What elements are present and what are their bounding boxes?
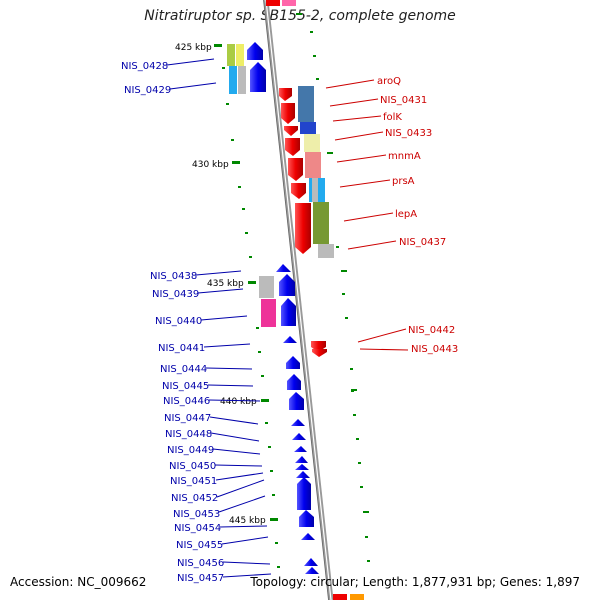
kbp-label: 445 kbp — [229, 516, 266, 526]
gene-label: NIS_0452 — [171, 493, 218, 504]
gene-label: lepA — [395, 209, 417, 220]
gene-label: NIS_0451 — [170, 476, 217, 487]
kbp-label: 425 kbp — [175, 43, 212, 53]
cog-blocks-top — [227, 44, 246, 94]
forward-genes-top — [247, 42, 266, 92]
gene-label: NIS_0449 — [167, 445, 214, 456]
gene-label: prsA — [392, 176, 415, 187]
gene-label: folK — [383, 112, 402, 123]
genome-summary: Topology: circular; Length: 1,877,931 bp… — [250, 575, 580, 589]
gene-label: NIS_0440 — [155, 316, 202, 327]
accession-label: Accession: NC_009662 — [10, 575, 146, 589]
gene-label: NIS_0455 — [176, 540, 223, 551]
gene-label: NIS_0444 — [160, 364, 207, 375]
gene-label: NIS_0446 — [163, 396, 210, 407]
genome-map: 425 kbp 430 kbp 435 kbp 440 kbp 445 kbp — [0, 0, 600, 600]
left-gene-labels: NIS_0428 NIS_0429 NIS_0438 NIS_0439 NIS_… — [121, 61, 224, 584]
gene-label: NIS_0447 — [164, 413, 211, 424]
top-partial-features — [266, 0, 296, 6]
right-gene-labels: aroQ NIS_0431 folK NIS_0433 mnmA prsA le… — [377, 76, 458, 355]
gene-label: NIS_0448 — [165, 429, 212, 440]
gene-label: NIS_0441 — [158, 343, 205, 354]
kbp-label: 440 kbp — [220, 397, 257, 407]
gene-label: NIS_0428 — [121, 61, 168, 72]
gene-label: NIS_0433 — [385, 128, 432, 139]
cog-blocks-middle — [259, 276, 276, 327]
gene-label: aroQ — [377, 76, 401, 87]
gene-label: NIS_0439 — [152, 289, 199, 300]
gene-label: NIS_0437 — [399, 237, 446, 248]
gene-label: NIS_0457 — [177, 573, 224, 584]
gene-label: NIS_0442 — [408, 325, 455, 336]
gene-label: NIS_0450 — [169, 461, 216, 472]
kbp-label: 435 kbp — [207, 279, 244, 289]
gene-label: NIS_0429 — [124, 85, 171, 96]
gene-label: NIS_0438 — [150, 271, 197, 282]
gene-label: NIS_0456 — [177, 558, 224, 569]
gene-label: NIS_0445 — [162, 381, 209, 392]
gene-label: NIS_0431 — [380, 95, 427, 106]
gene-label: mnmA — [388, 151, 421, 162]
gene-label: NIS_0443 — [411, 344, 458, 355]
gene-label: NIS_0454 — [174, 523, 221, 534]
bottom-partial-features — [333, 594, 364, 600]
gene-label: NIS_0453 — [173, 509, 220, 520]
kbp-label: 430 kbp — [192, 160, 229, 170]
